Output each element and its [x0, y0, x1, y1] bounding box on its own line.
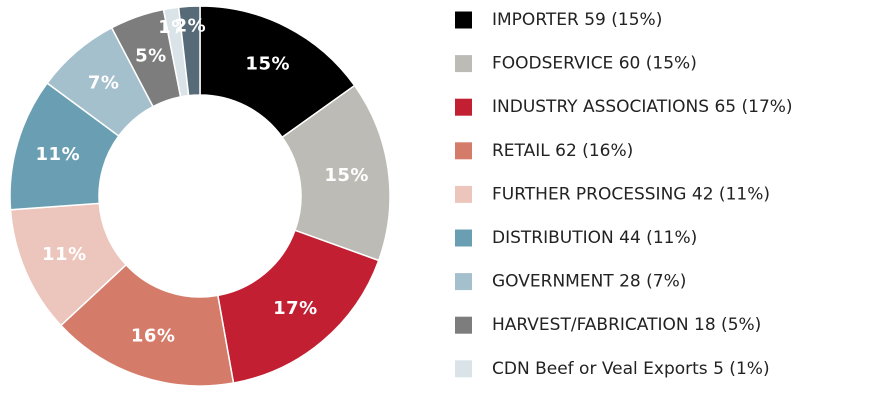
legend-text: RETAIL 62 (16%) — [492, 141, 633, 161]
slice — [177, 5, 201, 97]
legend-swatch — [455, 11, 472, 29]
slice-label: 11% — [42, 244, 87, 265]
legend-percent: 7% — [653, 272, 680, 292]
legend-name: FOODSERVICE — [492, 54, 613, 74]
legend-name: GOVERNMENT — [492, 272, 614, 292]
legend-swatch — [455, 273, 472, 291]
legend-text: CDN Beef or Veal Exports 5 (1%) — [492, 359, 770, 379]
slice-label: 15% — [245, 53, 290, 74]
legend-name: INDUSTRY ASSOCIATIONS — [492, 97, 709, 117]
legend-name: IMPORTER — [492, 10, 579, 30]
legend-value: 42 — [692, 184, 714, 204]
legend-name: HARVEST/FABRICATION — [492, 315, 689, 335]
legend-value: 62 — [555, 141, 577, 161]
legend-swatch — [455, 98, 472, 116]
legend-name: RETAIL — [492, 141, 550, 161]
legend-text: INDUSTRY ASSOCIATIONS 65 (17%) — [492, 97, 793, 117]
legend-swatch — [455, 142, 472, 160]
legend-name: FURTHER PROCESSING — [492, 184, 686, 204]
legend-name: DISTRIBUTION — [492, 228, 614, 248]
legend-percent: 16% — [589, 141, 627, 161]
legend-text: HARVEST/FABRICATION 18 (5%) — [492, 315, 761, 335]
legend-text: DISTRIBUTION 44 (11%) — [492, 228, 697, 248]
legend-text: IMPORTER 59 (15%) — [492, 10, 662, 30]
legend-percent: 11% — [726, 184, 764, 204]
legend-percent: 11% — [653, 228, 691, 248]
legend-text: FURTHER PROCESSING 42 (11%) — [492, 184, 770, 204]
legend-value: 44 — [619, 228, 641, 248]
legend-swatch — [455, 316, 472, 334]
legend-percent: 15% — [618, 10, 656, 30]
legend-value: 60 — [619, 54, 641, 74]
slice-label: 16% — [131, 325, 176, 346]
legend-swatch — [455, 229, 472, 247]
slice-label: 2% — [175, 15, 207, 36]
legend-percent: 15% — [652, 54, 690, 74]
legend-name: CDN Beef or Veal Exports — [492, 359, 708, 379]
legend-text: FOODSERVICE 60 (15%) — [492, 54, 697, 74]
legend-value: 28 — [619, 272, 641, 292]
legend-value: 65 — [714, 97, 736, 117]
legend-swatch — [455, 360, 472, 378]
legend-value: 5 — [713, 359, 724, 379]
slice-label: 15% — [324, 165, 369, 186]
legend-percent: 1% — [736, 359, 763, 379]
legend-percent: 5% — [728, 315, 755, 335]
legend-swatch — [455, 55, 472, 73]
slice-label: 17% — [273, 298, 318, 319]
legend-percent: 17% — [748, 97, 786, 117]
slice — [216, 229, 380, 384]
legend-value: 18 — [694, 315, 716, 335]
legend-text: GOVERNMENT 28 (7%) — [492, 272, 686, 292]
slice-label: 7% — [88, 73, 120, 94]
legend-swatch — [455, 185, 472, 203]
slice-label: 5% — [135, 45, 167, 66]
legend-value: 59 — [584, 10, 606, 30]
slice-label: 11% — [36, 144, 81, 165]
